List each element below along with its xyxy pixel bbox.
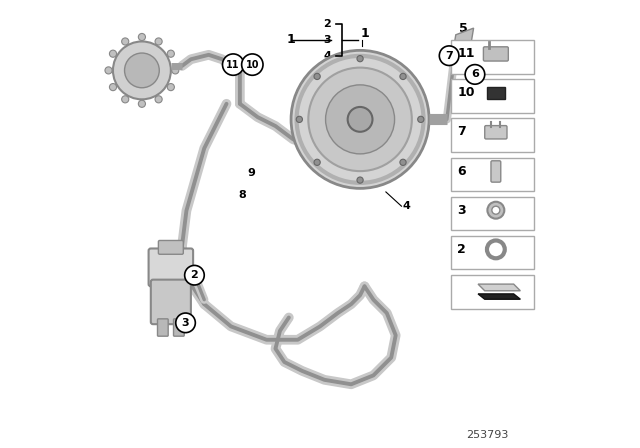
- Text: 2: 2: [323, 19, 331, 29]
- Text: 8: 8: [239, 190, 246, 200]
- Circle shape: [465, 65, 484, 84]
- Circle shape: [291, 50, 429, 188]
- Bar: [451, 40, 534, 73]
- Text: 9: 9: [248, 168, 255, 178]
- Text: 4: 4: [323, 51, 331, 61]
- Circle shape: [155, 96, 162, 103]
- Text: 2: 2: [191, 270, 198, 280]
- Circle shape: [185, 265, 204, 285]
- Text: 4: 4: [403, 201, 410, 211]
- Polygon shape: [454, 28, 474, 48]
- Circle shape: [138, 34, 145, 41]
- Circle shape: [488, 202, 504, 219]
- Circle shape: [155, 38, 162, 45]
- Circle shape: [308, 68, 412, 171]
- Circle shape: [242, 54, 263, 75]
- Circle shape: [223, 54, 244, 75]
- Circle shape: [109, 83, 116, 90]
- FancyBboxPatch shape: [151, 280, 191, 324]
- Polygon shape: [478, 284, 520, 291]
- Polygon shape: [478, 294, 520, 299]
- Text: 10: 10: [457, 86, 475, 99]
- Circle shape: [326, 85, 395, 154]
- Bar: [487, 87, 505, 99]
- Circle shape: [357, 177, 363, 183]
- Text: 3: 3: [457, 204, 466, 217]
- Circle shape: [167, 83, 174, 90]
- Text: 3: 3: [323, 34, 331, 45]
- Circle shape: [138, 100, 145, 108]
- Text: 3: 3: [182, 318, 189, 328]
- Circle shape: [109, 50, 116, 57]
- Circle shape: [314, 73, 320, 80]
- Text: 7: 7: [457, 125, 466, 138]
- FancyBboxPatch shape: [148, 249, 193, 286]
- Text: 6: 6: [471, 69, 479, 79]
- FancyBboxPatch shape: [483, 47, 508, 61]
- Bar: [451, 118, 534, 152]
- Circle shape: [125, 53, 159, 88]
- FancyBboxPatch shape: [157, 319, 168, 336]
- Bar: [451, 79, 534, 113]
- Circle shape: [296, 116, 303, 122]
- Bar: [451, 158, 534, 191]
- Bar: [451, 197, 534, 230]
- Circle shape: [105, 67, 112, 74]
- Bar: [451, 275, 534, 309]
- Text: 253793: 253793: [466, 431, 508, 440]
- Text: 10: 10: [246, 60, 259, 69]
- FancyBboxPatch shape: [173, 319, 184, 336]
- Bar: [451, 236, 534, 269]
- FancyBboxPatch shape: [158, 241, 183, 254]
- Circle shape: [113, 42, 171, 99]
- FancyBboxPatch shape: [448, 52, 463, 61]
- Circle shape: [122, 96, 129, 103]
- FancyBboxPatch shape: [491, 161, 500, 182]
- Text: 1: 1: [287, 33, 295, 46]
- Circle shape: [314, 159, 320, 165]
- FancyBboxPatch shape: [467, 50, 476, 73]
- Circle shape: [492, 206, 500, 214]
- Circle shape: [418, 116, 424, 122]
- Text: 5: 5: [459, 22, 468, 34]
- Text: 11: 11: [457, 47, 475, 60]
- Text: 2: 2: [457, 243, 466, 256]
- Text: 6: 6: [457, 164, 466, 177]
- Circle shape: [439, 46, 459, 65]
- Circle shape: [122, 38, 129, 45]
- Circle shape: [176, 313, 195, 332]
- Circle shape: [357, 56, 363, 62]
- Text: 7: 7: [445, 51, 453, 61]
- FancyBboxPatch shape: [484, 125, 507, 139]
- Text: 1: 1: [361, 27, 370, 40]
- Circle shape: [400, 159, 406, 165]
- Circle shape: [400, 73, 406, 80]
- Circle shape: [167, 50, 174, 57]
- Text: 11: 11: [227, 60, 240, 69]
- Circle shape: [348, 107, 372, 132]
- Circle shape: [172, 67, 179, 74]
